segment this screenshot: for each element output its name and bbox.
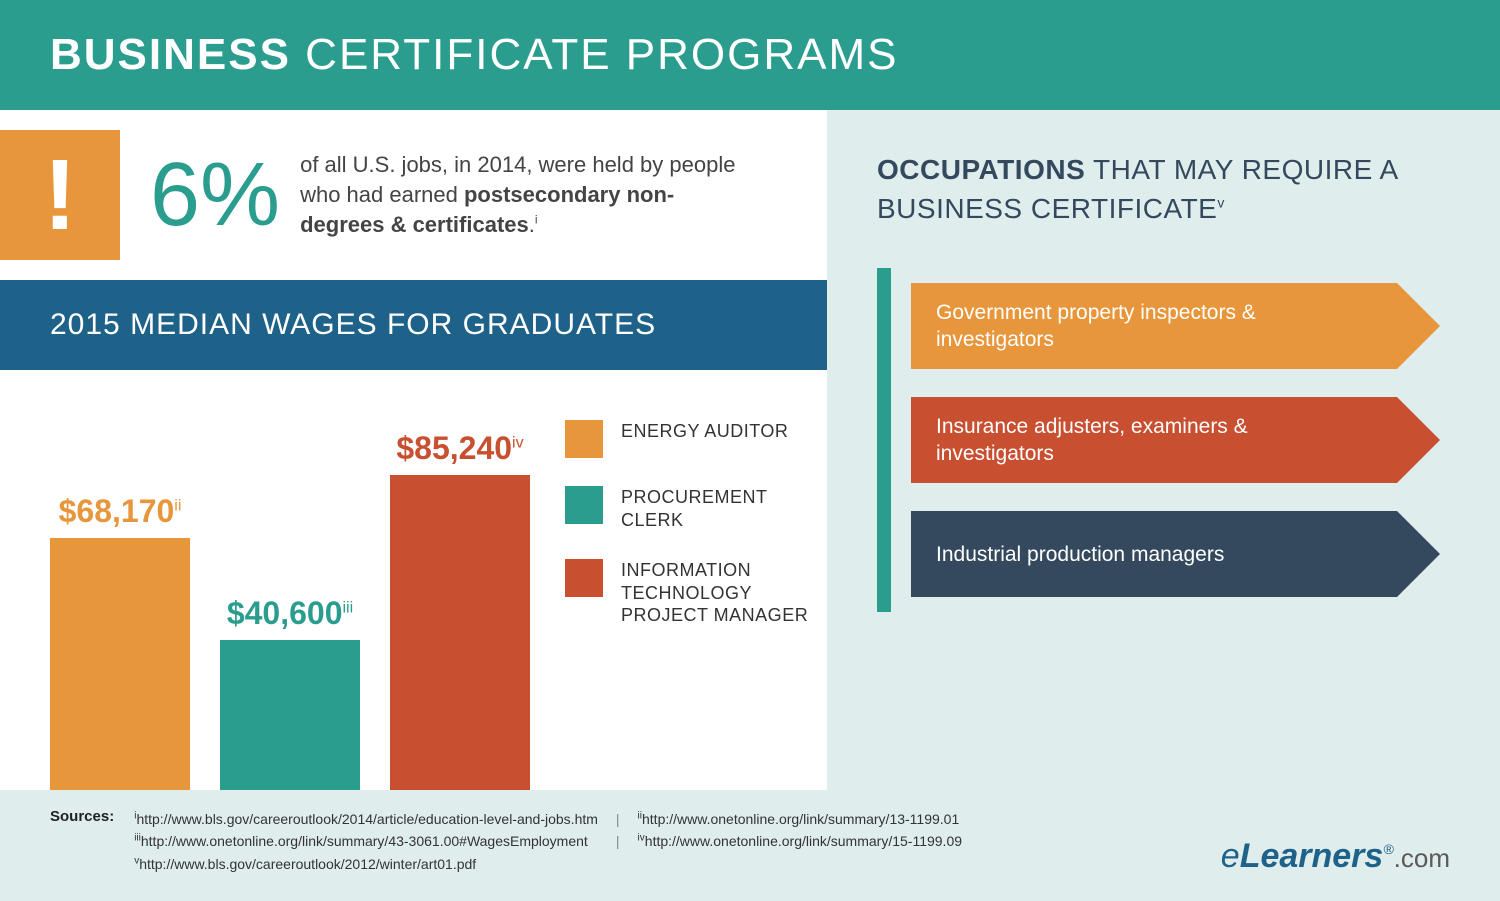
sources-col-1: ihttp://www.bls.gov/careeroutlook/2014/a… — [134, 808, 598, 875]
stat-row: ! 6% of all U.S. jobs, in 2014, were hel… — [0, 110, 827, 280]
stat-value: 6% — [150, 144, 280, 247]
source-line: iiihttp://www.onetonline.org/link/summar… — [134, 830, 598, 852]
title-rest: CERTIFICATE PROGRAMS — [291, 30, 899, 79]
chart-legend: ENERGY AUDITOR PROCUREMENT CLERK INFORMATI… — [530, 370, 811, 790]
arrows-column: Government property inspectors & investi… — [911, 268, 1440, 612]
header-band: BUSINESS CERTIFICATE PROGRAMS — [0, 0, 1500, 110]
source-line: ivhttp://www.onetonline.org/link/summary… — [638, 830, 962, 852]
bar-rect — [220, 640, 360, 790]
bar-2: $85,240iv — [390, 430, 530, 790]
wages-heading-band: 2015 MEDIAN WAGES FOR GRADUATES — [0, 280, 827, 370]
bar-0: $68,170ii — [50, 493, 190, 790]
legend-item-2: INFORMATION TECHNOLOGY PROJECT MANAGER — [565, 559, 811, 627]
legend-swatch — [565, 559, 603, 597]
source-line: iihttp://www.onetonline.org/link/summary… — [638, 808, 962, 830]
bar-value-label: $85,240iv — [396, 430, 523, 467]
main-content: ! 6% of all U.S. jobs, in 2014, were hel… — [0, 110, 1500, 790]
occupations-list: Government property inspectors & investi… — [877, 268, 1440, 612]
stat-description: of all U.S. jobs, in 2014, were held by … — [300, 150, 740, 239]
page-title: BUSINESS CERTIFICATE PROGRAMS — [50, 30, 899, 80]
bar-value-label: $40,600iii — [227, 595, 353, 632]
alert-icon: ! — [0, 130, 120, 260]
left-panel: ! 6% of all U.S. jobs, in 2014, were hel… — [0, 110, 827, 790]
chart-bars: $68,170ii $40,600iii $85,240iv — [0, 370, 530, 790]
right-panel: OCCUPATIONS THAT MAY REQUIRE A BUSINESS … — [827, 110, 1500, 790]
occupation-label: Government property inspectors & investi… — [936, 299, 1356, 354]
sources-footer: Sources: ihttp://www.bls.gov/careeroutlo… — [0, 790, 1500, 901]
occupation-label: Industrial production managers — [936, 541, 1224, 568]
sources-label: Sources: — [50, 808, 114, 825]
vertical-accent-bar — [877, 268, 891, 612]
title-bold: BUSINESS — [50, 30, 291, 79]
occupation-arrow-1: Insurance adjusters, examiners & investi… — [911, 397, 1440, 483]
bar-rect — [390, 475, 530, 790]
legend-swatch — [565, 486, 603, 524]
source-line: vhttp://www.bls.gov/careeroutlook/2012/w… — [134, 853, 598, 875]
legend-label: ENERGY AUDITOR — [621, 420, 788, 443]
legend-item-1: PROCUREMENT CLERK — [565, 486, 811, 531]
occupation-label: Insurance adjusters, examiners & investi… — [936, 413, 1356, 468]
wages-heading: 2015 MEDIAN WAGES FOR GRADUATES — [50, 308, 656, 342]
source-line: ihttp://www.bls.gov/careeroutlook/2014/a… — [134, 808, 598, 830]
occupation-arrow-2: Industrial production managers — [911, 511, 1440, 597]
bar-value-label: $68,170ii — [59, 493, 182, 530]
legend-item-0: ENERGY AUDITOR — [565, 420, 811, 458]
legend-swatch — [565, 420, 603, 458]
occupation-arrow-0: Government property inspectors & investi… — [911, 283, 1440, 369]
bar-1: $40,600iii — [220, 595, 360, 790]
sources-divider: || — [616, 808, 620, 875]
wages-chart: $68,170ii $40,600iii $85,240iv ENERGY AUDI… — [0, 370, 827, 790]
sources-col-2: iihttp://www.onetonline.org/link/summary… — [638, 808, 962, 875]
legend-label: PROCUREMENT CLERK — [621, 486, 811, 531]
legend-label: INFORMATION TECHNOLOGY PROJECT MANAGER — [621, 559, 811, 627]
brand-logo: eLearners®.com — [1221, 837, 1450, 876]
bar-rect — [50, 538, 190, 790]
sources-columns: ihttp://www.bls.gov/careeroutlook/2014/a… — [134, 808, 962, 875]
occupations-title: OCCUPATIONS THAT MAY REQUIRE A BUSINESS … — [877, 150, 1440, 228]
